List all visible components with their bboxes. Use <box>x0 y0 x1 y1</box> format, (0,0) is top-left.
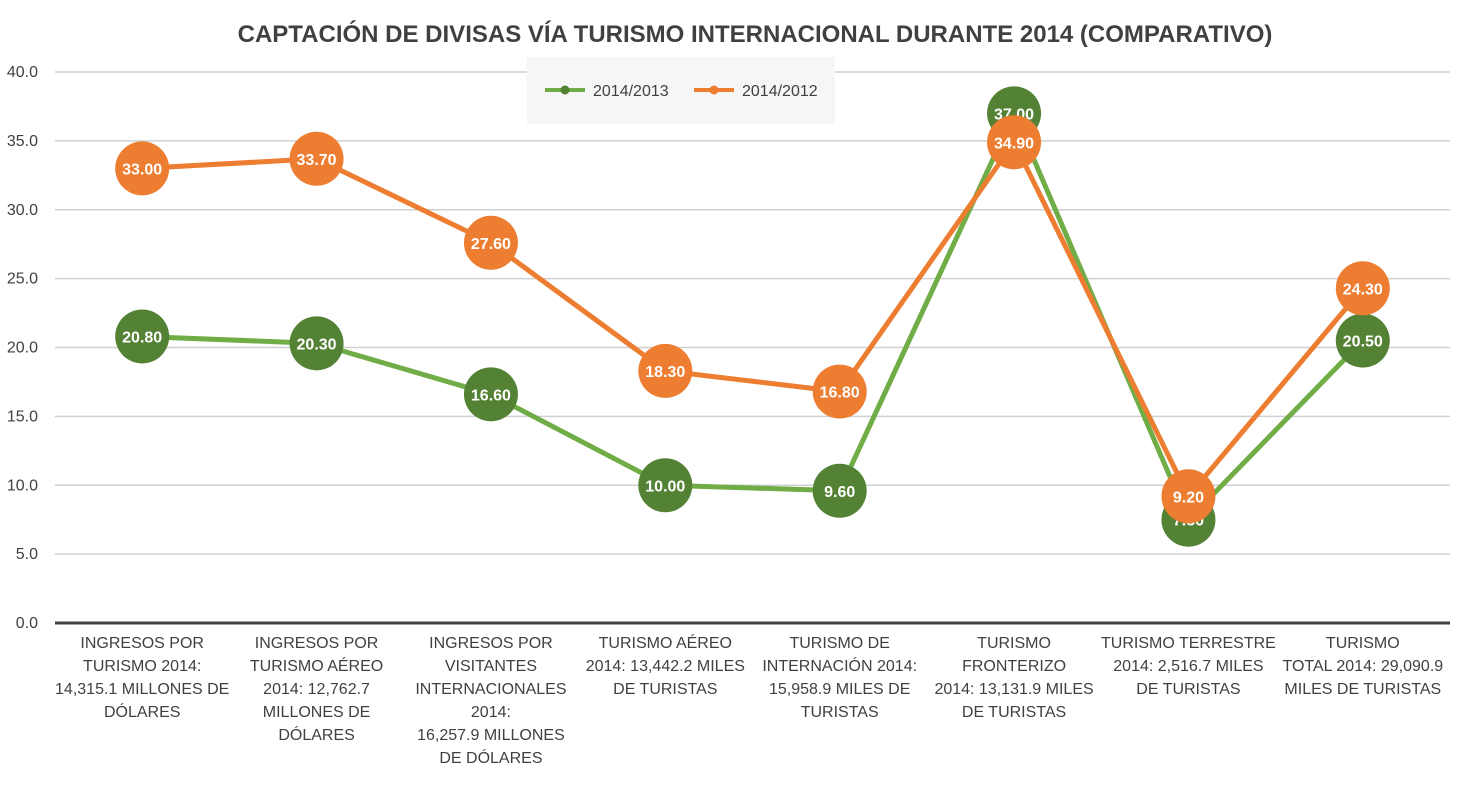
legend-swatch-marker <box>709 85 719 95</box>
legend: 2014/2013 2014/2012 <box>527 57 835 124</box>
data-marker <box>289 131 344 186</box>
data-label: 9.20 <box>1173 489 1204 506</box>
x-tick-label: INGRESOS POR TURISMO AÉREO 2014: 12,762.… <box>249 635 384 744</box>
data-label: 34.90 <box>994 135 1034 152</box>
data-point: 10.00 <box>638 458 693 513</box>
data-marker <box>289 316 344 371</box>
series-lines <box>139 110 1366 523</box>
data-marker <box>115 309 170 364</box>
data-label: 16.80 <box>820 385 860 402</box>
y-axis-ticks: 0.0 5.0 10.0 15.0 20.0 25.0 30.0 35.0 40.0 <box>7 64 38 632</box>
x-tick-label: TURISMO AÉREO 2014: 13,442.2 MILES DE TU… <box>585 635 745 698</box>
data-point: 18.30 <box>638 343 693 398</box>
data-label: 10.00 <box>645 478 685 495</box>
data-marker <box>638 458 693 513</box>
data-marker <box>115 141 170 196</box>
series-markers: 20.8020.3016.6010.009.6037.007.5020.5033… <box>115 86 1390 547</box>
y-tick-label: 10.0 <box>7 477 38 494</box>
data-point: 16.80 <box>812 364 867 419</box>
x-tick-label: TURISMO TOTAL 2014: 29,090.9 MILES DE TU… <box>1282 635 1444 698</box>
data-point: 34.90 <box>987 115 1042 170</box>
x-tick-label: TURISMO TERRESTRE 2014: 2,516.7 MILES DE… <box>1101 635 1276 698</box>
data-label: 9.60 <box>824 484 855 501</box>
data-point: 33.00 <box>115 141 170 196</box>
data-label: 33.70 <box>297 152 337 169</box>
data-marker <box>812 463 867 518</box>
y-tick-label: 40.0 <box>7 64 38 81</box>
x-tick-label: TURISMO FRONTERIZO 2014: 13,131.9 MILES … <box>934 635 1094 721</box>
y-tick-label: 5.0 <box>16 546 38 563</box>
data-marker <box>1335 261 1390 316</box>
x-tick-label: TURISMO DE INTERNACIÓN 2014: 15,958.9 MI… <box>762 635 918 721</box>
data-point: 20.50 <box>1335 313 1390 368</box>
data-point: 24.30 <box>1335 261 1390 316</box>
x-axis-labels: INGRESOS POR TURISMO 2014: 14,315.1 MILL… <box>0 632 1472 792</box>
data-point: 9.20 <box>1161 469 1216 524</box>
data-marker <box>638 343 693 398</box>
data-label: 24.30 <box>1343 281 1383 298</box>
data-label: 20.80 <box>122 329 162 346</box>
x-tick-label: INGRESOS POR VISITANTES INTERNACIONALES … <box>415 635 567 767</box>
y-tick-label: 0.0 <box>16 615 38 632</box>
legend-swatch-marker <box>560 85 570 95</box>
data-marker <box>1161 469 1216 524</box>
data-point: 20.80 <box>115 309 170 364</box>
chart-title: CAPTACIÓN DE DIVISAS VÍA TURISMO INTERNA… <box>238 20 1273 48</box>
data-point: 33.70 <box>289 131 344 186</box>
data-marker <box>812 364 867 419</box>
data-label: 27.60 <box>471 236 511 253</box>
y-tick-label: 15.0 <box>7 408 38 425</box>
data-point: 9.60 <box>812 463 867 518</box>
data-marker <box>463 367 518 422</box>
legend-label: 2014/2013 <box>593 83 669 100</box>
data-marker <box>463 215 518 270</box>
y-tick-label: 20.0 <box>7 340 38 357</box>
y-tick-label: 25.0 <box>7 271 38 288</box>
data-marker <box>1335 313 1390 368</box>
data-point: 16.60 <box>463 367 518 422</box>
y-tick-label: 30.0 <box>7 202 38 219</box>
data-label: 20.50 <box>1343 334 1383 351</box>
x-tick-label: INGRESOS POR TURISMO 2014: 14,315.1 MILL… <box>55 635 230 721</box>
data-label: 20.30 <box>297 336 337 353</box>
data-label: 33.00 <box>122 161 162 178</box>
legend-label: 2014/2012 <box>742 83 818 100</box>
data-point: 20.30 <box>289 316 344 371</box>
data-label: 18.30 <box>645 364 685 381</box>
y-gridlines <box>55 71 1450 625</box>
series-line-1 <box>139 139 1366 499</box>
series-line-0 <box>139 110 1366 523</box>
y-tick-label: 35.0 <box>7 133 38 150</box>
data-point: 27.60 <box>463 215 518 270</box>
data-marker <box>987 115 1042 170</box>
data-label: 16.60 <box>471 387 511 404</box>
